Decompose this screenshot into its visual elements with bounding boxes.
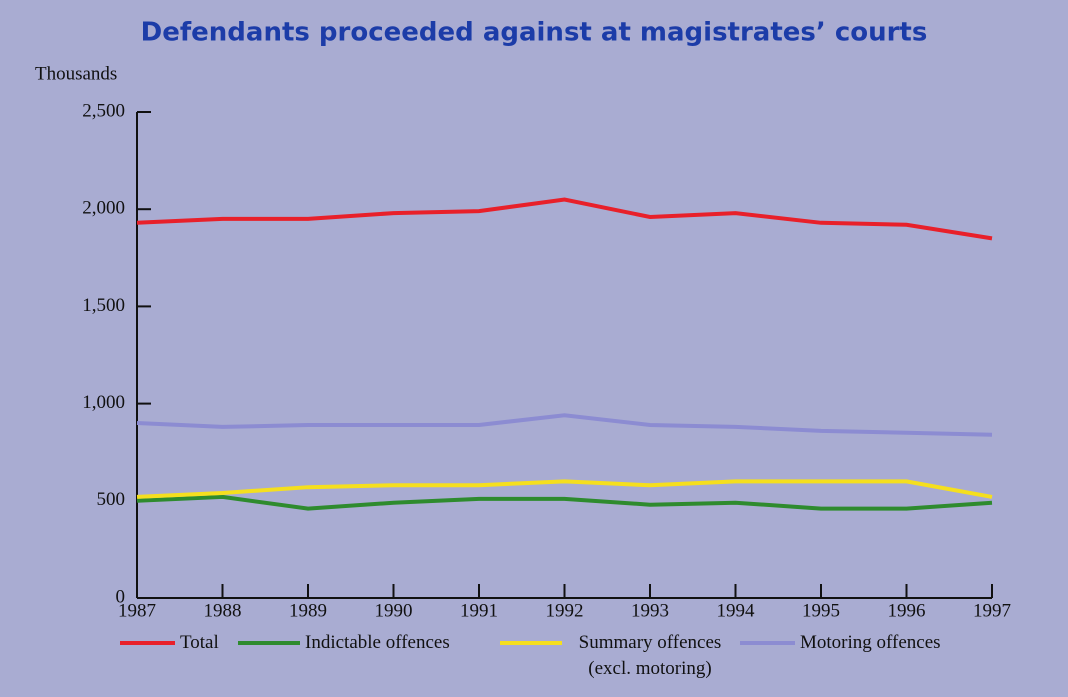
y-tick-label: 500 [97, 489, 126, 510]
legend-label: Indictable offences [305, 632, 450, 653]
y-tick-label: 2,000 [82, 198, 125, 219]
y-tick-label: 0 [116, 586, 126, 607]
x-tick-label: 1997 [973, 600, 1011, 621]
y-tick-label: 1,500 [82, 295, 125, 316]
chart-title: Defendants proceeded against at magistra… [141, 18, 928, 48]
x-tick-label: 1996 [888, 600, 926, 621]
series-line [136, 413, 993, 437]
legend-label: Motoring offences [800, 632, 941, 653]
legend-label: Total [180, 632, 219, 653]
x-tick-label: 1994 [717, 600, 756, 621]
series-line [136, 197, 993, 241]
x-tick-label: 1993 [631, 600, 669, 621]
x-tick-label: 1989 [289, 600, 327, 621]
x-tick-label: 1992 [546, 600, 584, 621]
legend-label: Summary offences (excl. motoring) [578, 632, 722, 679]
y-tick-label: 2,500 [82, 100, 125, 121]
x-tick-label: 1988 [204, 600, 242, 621]
x-tick-label: 1995 [802, 600, 840, 621]
series-line [136, 479, 993, 499]
series-line [136, 494, 993, 511]
x-tick-label: 1987 [118, 600, 156, 621]
y-tick-label: 1,000 [82, 392, 125, 413]
x-tick-label: 1991 [460, 600, 498, 621]
x-tick-label: 1990 [375, 600, 413, 621]
y-axis-label: Thousands [35, 63, 117, 84]
